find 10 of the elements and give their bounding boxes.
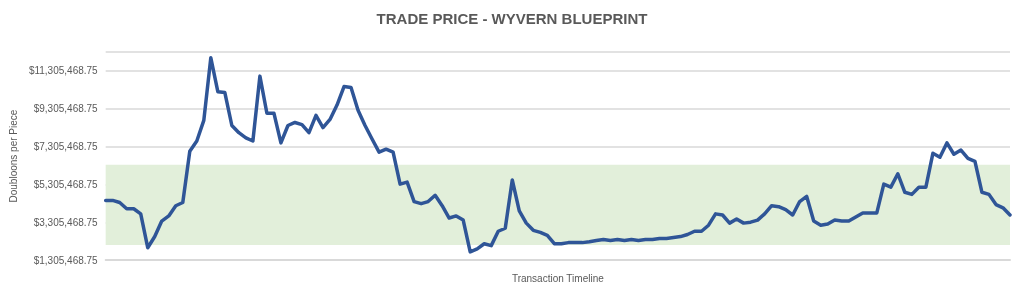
y-tick-label: $3,305,468.75 [33,216,99,228]
y-tick-label: $7,305,468.75 [33,141,99,153]
y-tick-label: $1,305,468.75 [33,254,99,266]
chart-title: TRADE PRICE - WYVERN BLUEPRINT [376,10,648,27]
y-axis-title: Doubloons per Piece [7,109,19,203]
line-series [103,56,1012,254]
y-tick-label: $5,305,468.75 [33,178,99,190]
x-axis-title: Transaction Timeline [511,272,605,284]
y-tick-label: $11,305,468.75 [28,65,99,77]
y-tick-label: $9,305,468.75 [33,103,99,115]
